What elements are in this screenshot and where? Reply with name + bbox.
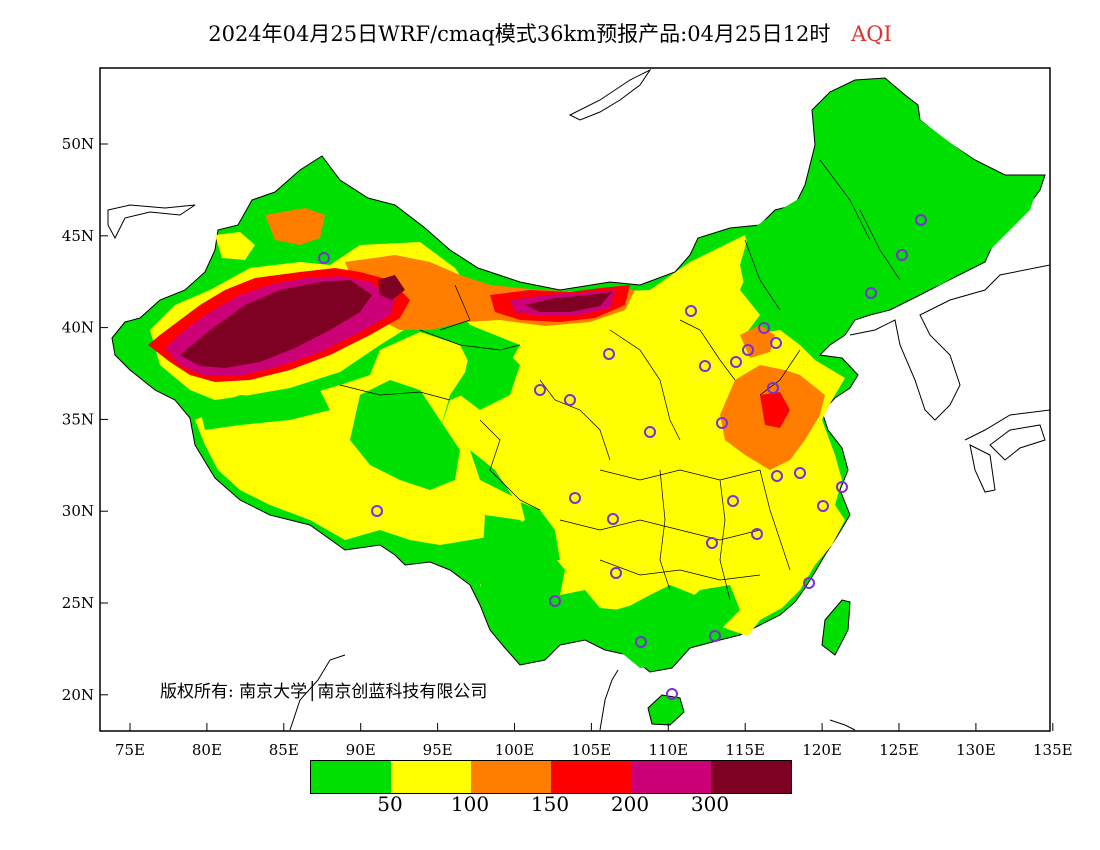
x-tick-label: 80E [192, 741, 222, 759]
y-tick-label: 45N [62, 227, 94, 245]
aqi-zone-green-northeast [740, 82, 1040, 340]
station-marker [318, 252, 330, 264]
map-title-variable: AQI [851, 22, 892, 46]
map-frame [99, 67, 1051, 732]
map-title: 2024年04月25日WRF/cmaq模式36km预报产品:04月25日12时 … [0, 18, 1100, 48]
station-marker [727, 495, 739, 507]
station-marker [635, 636, 647, 648]
aqi-zone-green-tibet-west [200, 390, 330, 430]
station-marker [549, 595, 561, 607]
legend-swatch [391, 761, 471, 793]
station-marker [758, 322, 770, 334]
station-marker [564, 394, 576, 406]
station-marker [836, 481, 848, 493]
aqi-legend [310, 760, 792, 794]
aqi-zone-red-henan [760, 392, 790, 428]
x-tick-label: 115E [725, 741, 765, 759]
coastlines [107, 68, 1050, 731]
station-marker [751, 528, 763, 540]
map-title-product: 2024年04月25日WRF/cmaq模式36km预报产品:04月25日12时 [208, 22, 831, 46]
x-tick-label: 90E [346, 741, 376, 759]
x-axis: 75E 80E 85E 90E 95E 100E 105E 110E 115E 120E 125E 1… [115, 723, 1073, 759]
station-marker [767, 382, 779, 394]
station-marker [865, 287, 877, 299]
x-tick-label: 135E [1033, 741, 1073, 759]
y-tick-label: 25N [62, 594, 94, 612]
x-tick-label: 120E [802, 741, 842, 759]
x-tick-label: 105E [572, 741, 612, 759]
legend-label: 150 [530, 792, 570, 816]
station-marker [534, 384, 546, 396]
legend-swatch [631, 761, 711, 793]
aqi-zone-green-tibet-east [350, 380, 460, 490]
hainan-land [647, 694, 685, 726]
y-tick-label: 30N [62, 502, 94, 520]
station-marker [803, 577, 815, 589]
station-marker [709, 630, 721, 642]
legend-label: 300 [690, 792, 730, 816]
x-tick-label: 110E [649, 741, 689, 759]
station-marker [607, 513, 619, 525]
station-marker [666, 688, 678, 700]
station-marker [742, 344, 754, 356]
station-marker [603, 348, 615, 360]
station-marker [730, 356, 742, 368]
x-tick-label: 130E [956, 741, 996, 759]
station-marker [644, 426, 656, 438]
station-marker [569, 492, 581, 504]
y-tick-label: 35N [62, 410, 94, 428]
legend-swatch [711, 761, 791, 793]
station-marker [371, 505, 383, 517]
station-marker [771, 470, 783, 482]
aqi-map: 75E 80E 85E 90E 95E 100E 105E 110E 115E 120E 125E 1… [62, 67, 1073, 759]
station-marker [794, 467, 806, 479]
station-marker [770, 337, 782, 349]
copyright-text: 版权所有: 南京大学│南京创蓝科技有限公司 [160, 681, 487, 702]
aqi-zone-green-yunnan [480, 515, 565, 655]
y-tick-label: 50N [62, 135, 94, 153]
x-tick-label: 125E [879, 741, 919, 759]
taiwan-land [821, 599, 851, 656]
station-marker [817, 500, 829, 512]
station-marker [915, 214, 927, 226]
aqi-zone-yellow-north [215, 232, 255, 260]
x-tick-label: 95E [423, 741, 453, 759]
x-tick-label: 75E [115, 741, 145, 759]
station-marker [685, 305, 697, 317]
station-marker [699, 360, 711, 372]
aqi-zone-green-qinghai [460, 345, 520, 410]
x-tick-label: 85E [269, 741, 299, 759]
y-tick-label: 40N [62, 319, 94, 337]
legend-label: 200 [610, 792, 650, 816]
station-marker [896, 249, 908, 261]
legend-swatch [551, 761, 631, 793]
aqi-zone-green-guangxi [615, 585, 740, 668]
station-markers [318, 214, 927, 700]
province-boundaries [339, 159, 901, 601]
legend-swatch [471, 761, 551, 793]
aqi-zone-maroon-alxa [525, 292, 612, 312]
station-marker [716, 417, 728, 429]
y-axis: 50N 45N 40N 35N 30N 25N 20N [62, 135, 108, 704]
y-tick-label: 20N [62, 686, 94, 704]
aqi-zone-maroon-turpan [378, 275, 405, 300]
legend-swatch [311, 761, 391, 793]
legend-label: 100 [450, 792, 490, 816]
aqi-legend-labels: 50 100 150 200 300 [310, 792, 790, 822]
legend-label: 50 [377, 792, 403, 816]
station-marker [706, 537, 718, 549]
aqi-zone-orange-dzungaria [265, 208, 325, 245]
x-tick-label: 100E [495, 741, 535, 759]
station-marker [610, 567, 622, 579]
aqi-zone-maroon-taklimakan [180, 280, 372, 368]
